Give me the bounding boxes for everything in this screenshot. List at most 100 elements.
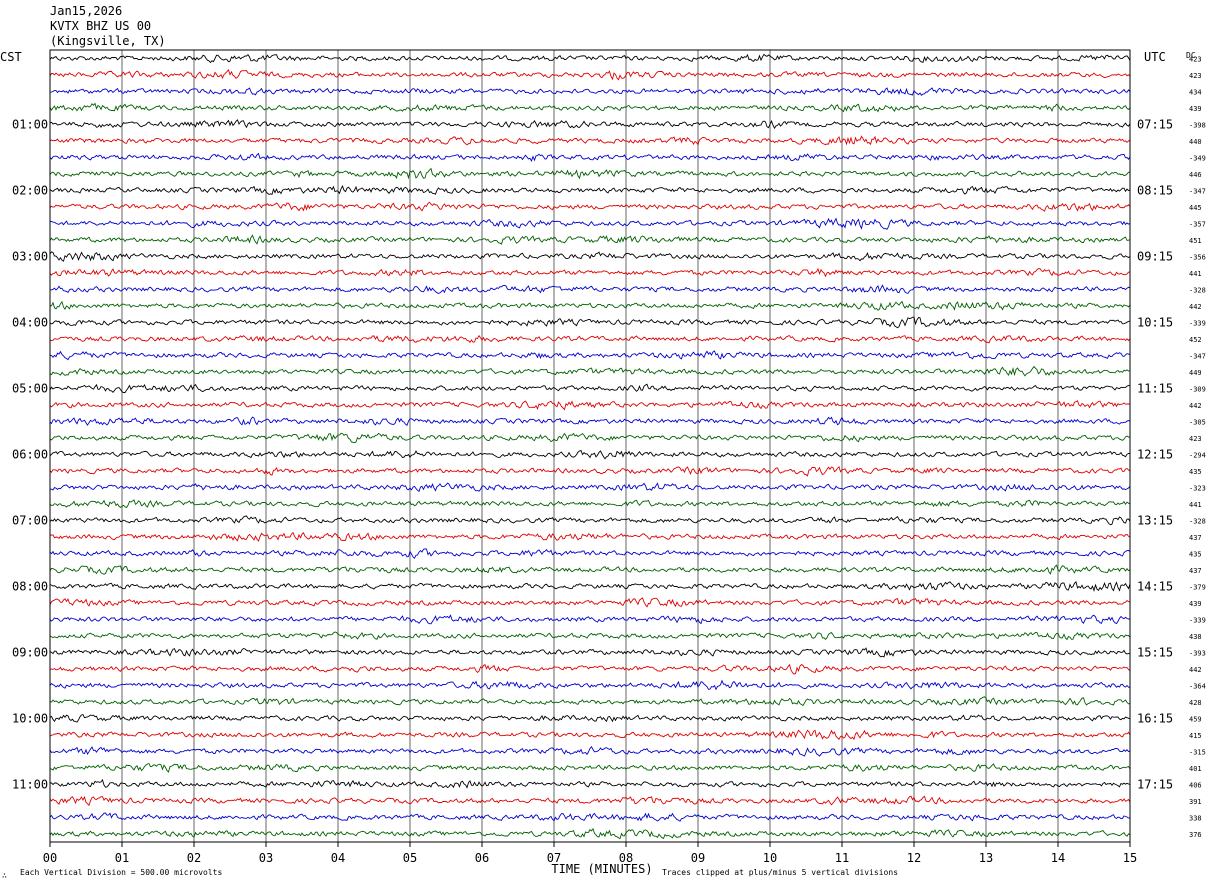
seismic-trace — [49, 564, 1131, 575]
seismic-trace — [49, 185, 1131, 196]
dc-offset-value: -305 — [1189, 418, 1206, 426]
dc-offset-value: -349 — [1189, 154, 1206, 162]
dc-offset-value: -379 — [1189, 583, 1206, 591]
seismic-trace — [49, 795, 1131, 807]
left-hour-label: 11:00 — [12, 777, 48, 791]
left-hour-label: 04:00 — [12, 315, 48, 329]
dc-offset-value: -339 — [1189, 616, 1206, 624]
clip-note: Traces clipped at plus/minus 5 vertical … — [662, 868, 898, 877]
dc-offset-value: 401 — [1189, 765, 1202, 773]
scale-note: Each Vertical Division = 500.00 microvol… — [20, 868, 222, 877]
dc-offset-value: 435 — [1189, 550, 1202, 558]
seismic-trace — [49, 217, 1131, 230]
seismic-trace — [49, 102, 1131, 113]
seismic-trace — [49, 696, 1131, 707]
left-hour-label: 02:00 — [12, 183, 48, 197]
x-tick-label: 04 — [331, 851, 345, 865]
seismic-trace — [49, 482, 1131, 493]
plot-frame — [49, 49, 1131, 843]
corner-mark: ∴ — [2, 871, 7, 880]
x-tick-label: 05 — [403, 851, 417, 865]
right-hour-label: 15:15 — [1137, 645, 1173, 659]
right-hour-label: 10:15 — [1137, 315, 1173, 329]
seismic-trace — [49, 597, 1131, 608]
dc-offset-value: -328 — [1189, 286, 1206, 294]
seismic-trace — [49, 449, 1131, 460]
station-name: KVTX BHZ US 00 — [50, 19, 152, 33]
seismic-trace — [49, 631, 1131, 641]
x-tick-label: 09 — [691, 851, 705, 865]
dc-offset-value: 376 — [1189, 831, 1202, 839]
dc-offset-value: 338 — [1189, 814, 1202, 822]
plot-grid — [49, 50, 1131, 847]
x-tick-label: 11 — [835, 851, 849, 865]
x-tick-label: 01 — [115, 851, 129, 865]
seismic-trace — [49, 714, 1131, 723]
seismic-trace — [49, 614, 1130, 625]
dc-offset-value: 435 — [1189, 468, 1202, 476]
seismic-trace — [49, 827, 1131, 840]
x-tick-label: 07 — [547, 851, 561, 865]
seismic-trace — [49, 465, 1131, 477]
dc-offset-value: -347 — [1189, 187, 1206, 195]
x-tick-label: 03 — [259, 851, 273, 865]
dc-offset-value: 442 — [1189, 666, 1202, 674]
dc-offset-value: 437 — [1189, 534, 1202, 542]
dc-offset-value: -356 — [1189, 253, 1206, 261]
seismic-trace — [49, 515, 1131, 526]
seismic-trace — [49, 135, 1131, 146]
dc-offset-value: 439 — [1189, 600, 1202, 608]
left-timezone-label: CST — [0, 50, 22, 64]
dc-offset-value: -347 — [1189, 352, 1206, 360]
seismic-trace — [49, 251, 1131, 262]
plot-date: Jan15,2026 — [50, 4, 123, 18]
x-tick-label: 00 — [43, 851, 57, 865]
seismic-trace — [49, 812, 1131, 822]
dc-offset-value: 452 — [1189, 336, 1202, 344]
station-location: (Kingsville, TX) — [50, 34, 166, 48]
seismic-trace — [49, 679, 1131, 691]
seismic-trace — [49, 548, 1131, 560]
dc-offset-value: 415 — [1189, 732, 1202, 740]
dc-offset-value: 446 — [1189, 171, 1202, 179]
dc-offset-value: 442 — [1189, 303, 1202, 311]
left-hour-label: 07:00 — [12, 513, 48, 527]
seismic-trace — [49, 383, 1131, 394]
dc-offset-value: -323 — [1189, 484, 1206, 492]
dc-offset-value: -339 — [1189, 319, 1206, 327]
right-hour-label: 17:15 — [1137, 777, 1173, 791]
dc-offset-value: 423 — [1189, 435, 1202, 443]
dc-offset-value: 423 — [1189, 72, 1202, 80]
left-hour-label: 03:00 — [12, 249, 48, 263]
left-hour-label: 01:00 — [12, 117, 48, 131]
right-hour-label: 08:15 — [1137, 183, 1173, 197]
right-timezone-label: UTC — [1144, 50, 1166, 64]
left-hour-label: 08:00 — [12, 579, 48, 593]
dc-offset-value: 439 — [1189, 105, 1202, 113]
x-tick-label: 02 — [187, 851, 201, 865]
dc-offset-value: -328 — [1189, 517, 1206, 525]
seismic-trace — [49, 581, 1131, 593]
right-hour-label: 07:15 — [1137, 117, 1173, 131]
seismic-trace — [49, 201, 1131, 212]
seismic-traces — [49, 53, 1131, 840]
dc-offset-value: 423 — [1189, 55, 1202, 63]
x-tick-label: 06 — [475, 851, 489, 865]
dc-offset-value: 451 — [1189, 237, 1202, 245]
seismic-trace — [49, 350, 1131, 361]
dc-offset-value: -315 — [1189, 748, 1206, 756]
dc-offset-value: -309 — [1189, 385, 1206, 393]
seismic-trace — [49, 69, 1131, 81]
right-hour-label: 09:15 — [1137, 249, 1173, 263]
seismic-trace — [49, 416, 1131, 427]
dc-offset-value: -398 — [1189, 121, 1206, 129]
seismic-trace — [49, 729, 1131, 741]
seismic-trace — [49, 663, 1131, 675]
dc-offset-value: 449 — [1189, 369, 1202, 377]
x-axis-title: TIME (MINUTES) — [551, 862, 652, 876]
seismic-trace — [49, 267, 1131, 278]
dc-offset-value: -294 — [1189, 451, 1206, 459]
seismic-trace — [49, 316, 1131, 329]
dc-offset-value: 440 — [1189, 138, 1202, 146]
